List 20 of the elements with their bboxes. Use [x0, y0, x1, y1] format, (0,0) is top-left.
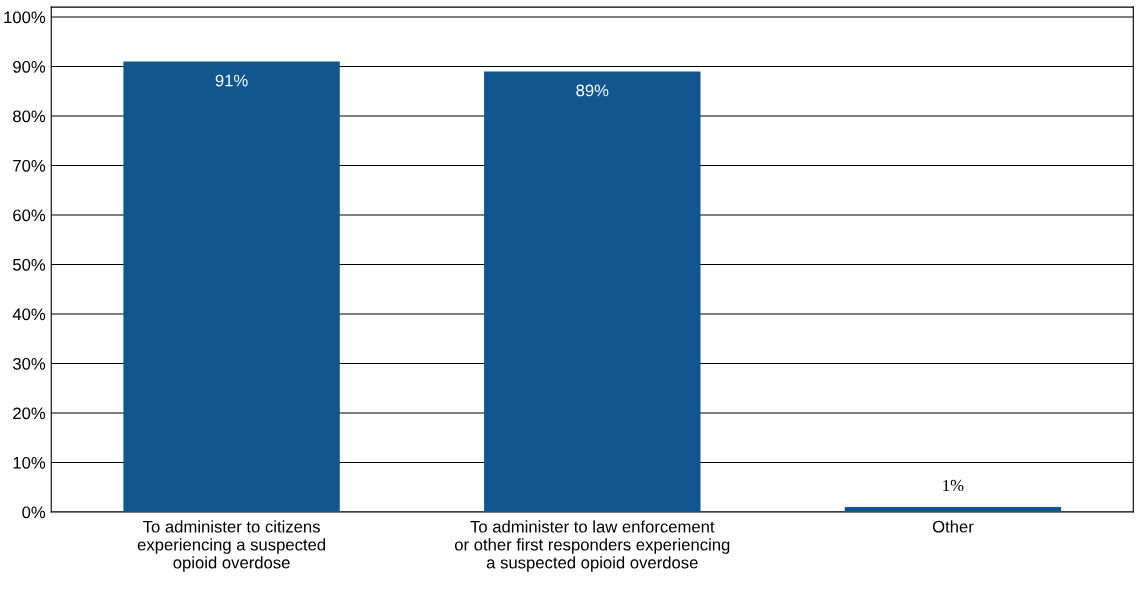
- y-tick-label: 60%: [13, 209, 46, 222]
- bar: [844, 507, 1062, 513]
- y-tick-label: 70%: [13, 159, 46, 172]
- y-tick-label: 20%: [13, 407, 46, 420]
- x-tick-label: To administer to citizens experiencing a suspected opioid overdose: [137, 520, 326, 572]
- y-tick-label: 0%: [22, 506, 46, 519]
- y-tick-label: 50%: [13, 258, 46, 271]
- y-tick-label: 100%: [4, 11, 46, 24]
- y-tick-label: 40%: [12, 308, 46, 321]
- bar: [484, 71, 701, 513]
- bar: [123, 61, 340, 513]
- y-tick-label: 10%: [13, 456, 46, 469]
- y-tick-label: 90%: [13, 60, 46, 73]
- x-tick-label: Other: [932, 520, 974, 533]
- x-tick-label: To administer to law enforcement or other first responders experiencing a suspected opioid overdose: [454, 520, 730, 572]
- y-tick-label: 30%: [12, 357, 46, 370]
- data-label: 91%: [215, 74, 248, 87]
- data-label: 1%: [943, 479, 964, 492]
- data-label: 89%: [576, 84, 609, 97]
- y-tick-label: 80%: [13, 110, 46, 123]
